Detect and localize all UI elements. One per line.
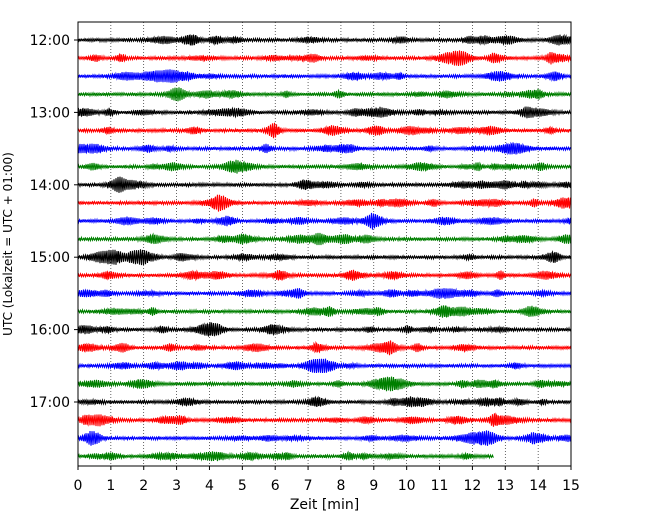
trace-1215: [77, 50, 572, 67]
x-tick-label-7: 7: [304, 478, 313, 494]
grid-lines: [110, 22, 539, 466]
x-tick-label-1: 1: [106, 478, 115, 494]
trace-1445: [77, 232, 572, 246]
trace-1415: [77, 194, 572, 212]
y-tick-label-1700: 17:00: [30, 395, 70, 411]
trace-1715: [77, 412, 572, 427]
trace-1400: [77, 176, 572, 193]
trace-1230: [77, 69, 572, 83]
x-tick-label-8: 8: [336, 478, 345, 494]
y-tick-label-1200: 12:00: [30, 33, 70, 49]
trace-1630: [77, 358, 572, 374]
y-tick-label-1400: 14:00: [30, 178, 70, 194]
trace-1745: [77, 450, 494, 462]
y-tick-label-1300: 13:00: [30, 105, 70, 121]
x-tick-label-12: 12: [463, 478, 481, 494]
trace-1600: [77, 321, 572, 338]
trace-1530: [77, 287, 572, 299]
plot-frame: [77, 21, 572, 467]
trace-1300: [77, 106, 572, 119]
trace-1430: [77, 212, 572, 230]
y-axis-ticks: 12:00 13:00 14:00 15:00 16:00 17:00: [30, 33, 78, 411]
y-tick-label-1500: 15:00: [30, 250, 70, 266]
x-tick-label-2: 2: [139, 478, 148, 494]
x-tick-label-4: 4: [205, 478, 214, 494]
seismic-traces: [77, 33, 572, 462]
trace-1730: [77, 430, 572, 446]
trace-1245: [77, 87, 572, 102]
x-axis-ticks: 0 1 2 3 4 5 6 7 8 9 10 11 12 13 14 15: [74, 466, 580, 494]
x-tick-label-6: 6: [271, 478, 280, 494]
x-axis-label: Zeit [min]: [290, 497, 359, 513]
x-tick-label-3: 3: [172, 478, 181, 494]
x-tick-label-5: 5: [238, 478, 247, 494]
y-tick-label-1600: 16:00: [30, 323, 70, 339]
trace-1500: [77, 249, 572, 266]
trace-1700: [77, 395, 572, 408]
trace-1615: [77, 340, 572, 356]
trace-1515: [77, 269, 572, 282]
trace-1545: [77, 305, 572, 319]
x-tick-label-14: 14: [529, 478, 547, 494]
x-tick-label-10: 10: [398, 478, 416, 494]
trace-1645: [77, 376, 572, 392]
trace-1345: [77, 159, 572, 174]
x-tick-label-13: 13: [496, 478, 514, 494]
trace-1200: [77, 33, 572, 47]
trace-1330: [77, 141, 572, 156]
y-axis-label: UTC (Lokalzeit = UTC + 01:00): [1, 152, 15, 336]
x-tick-label-15: 15: [562, 478, 580, 494]
x-tick-label-11: 11: [431, 478, 449, 494]
trace-1315: [77, 122, 572, 139]
x-tick-label-0: 0: [74, 478, 83, 494]
x-tick-label-9: 9: [369, 478, 378, 494]
